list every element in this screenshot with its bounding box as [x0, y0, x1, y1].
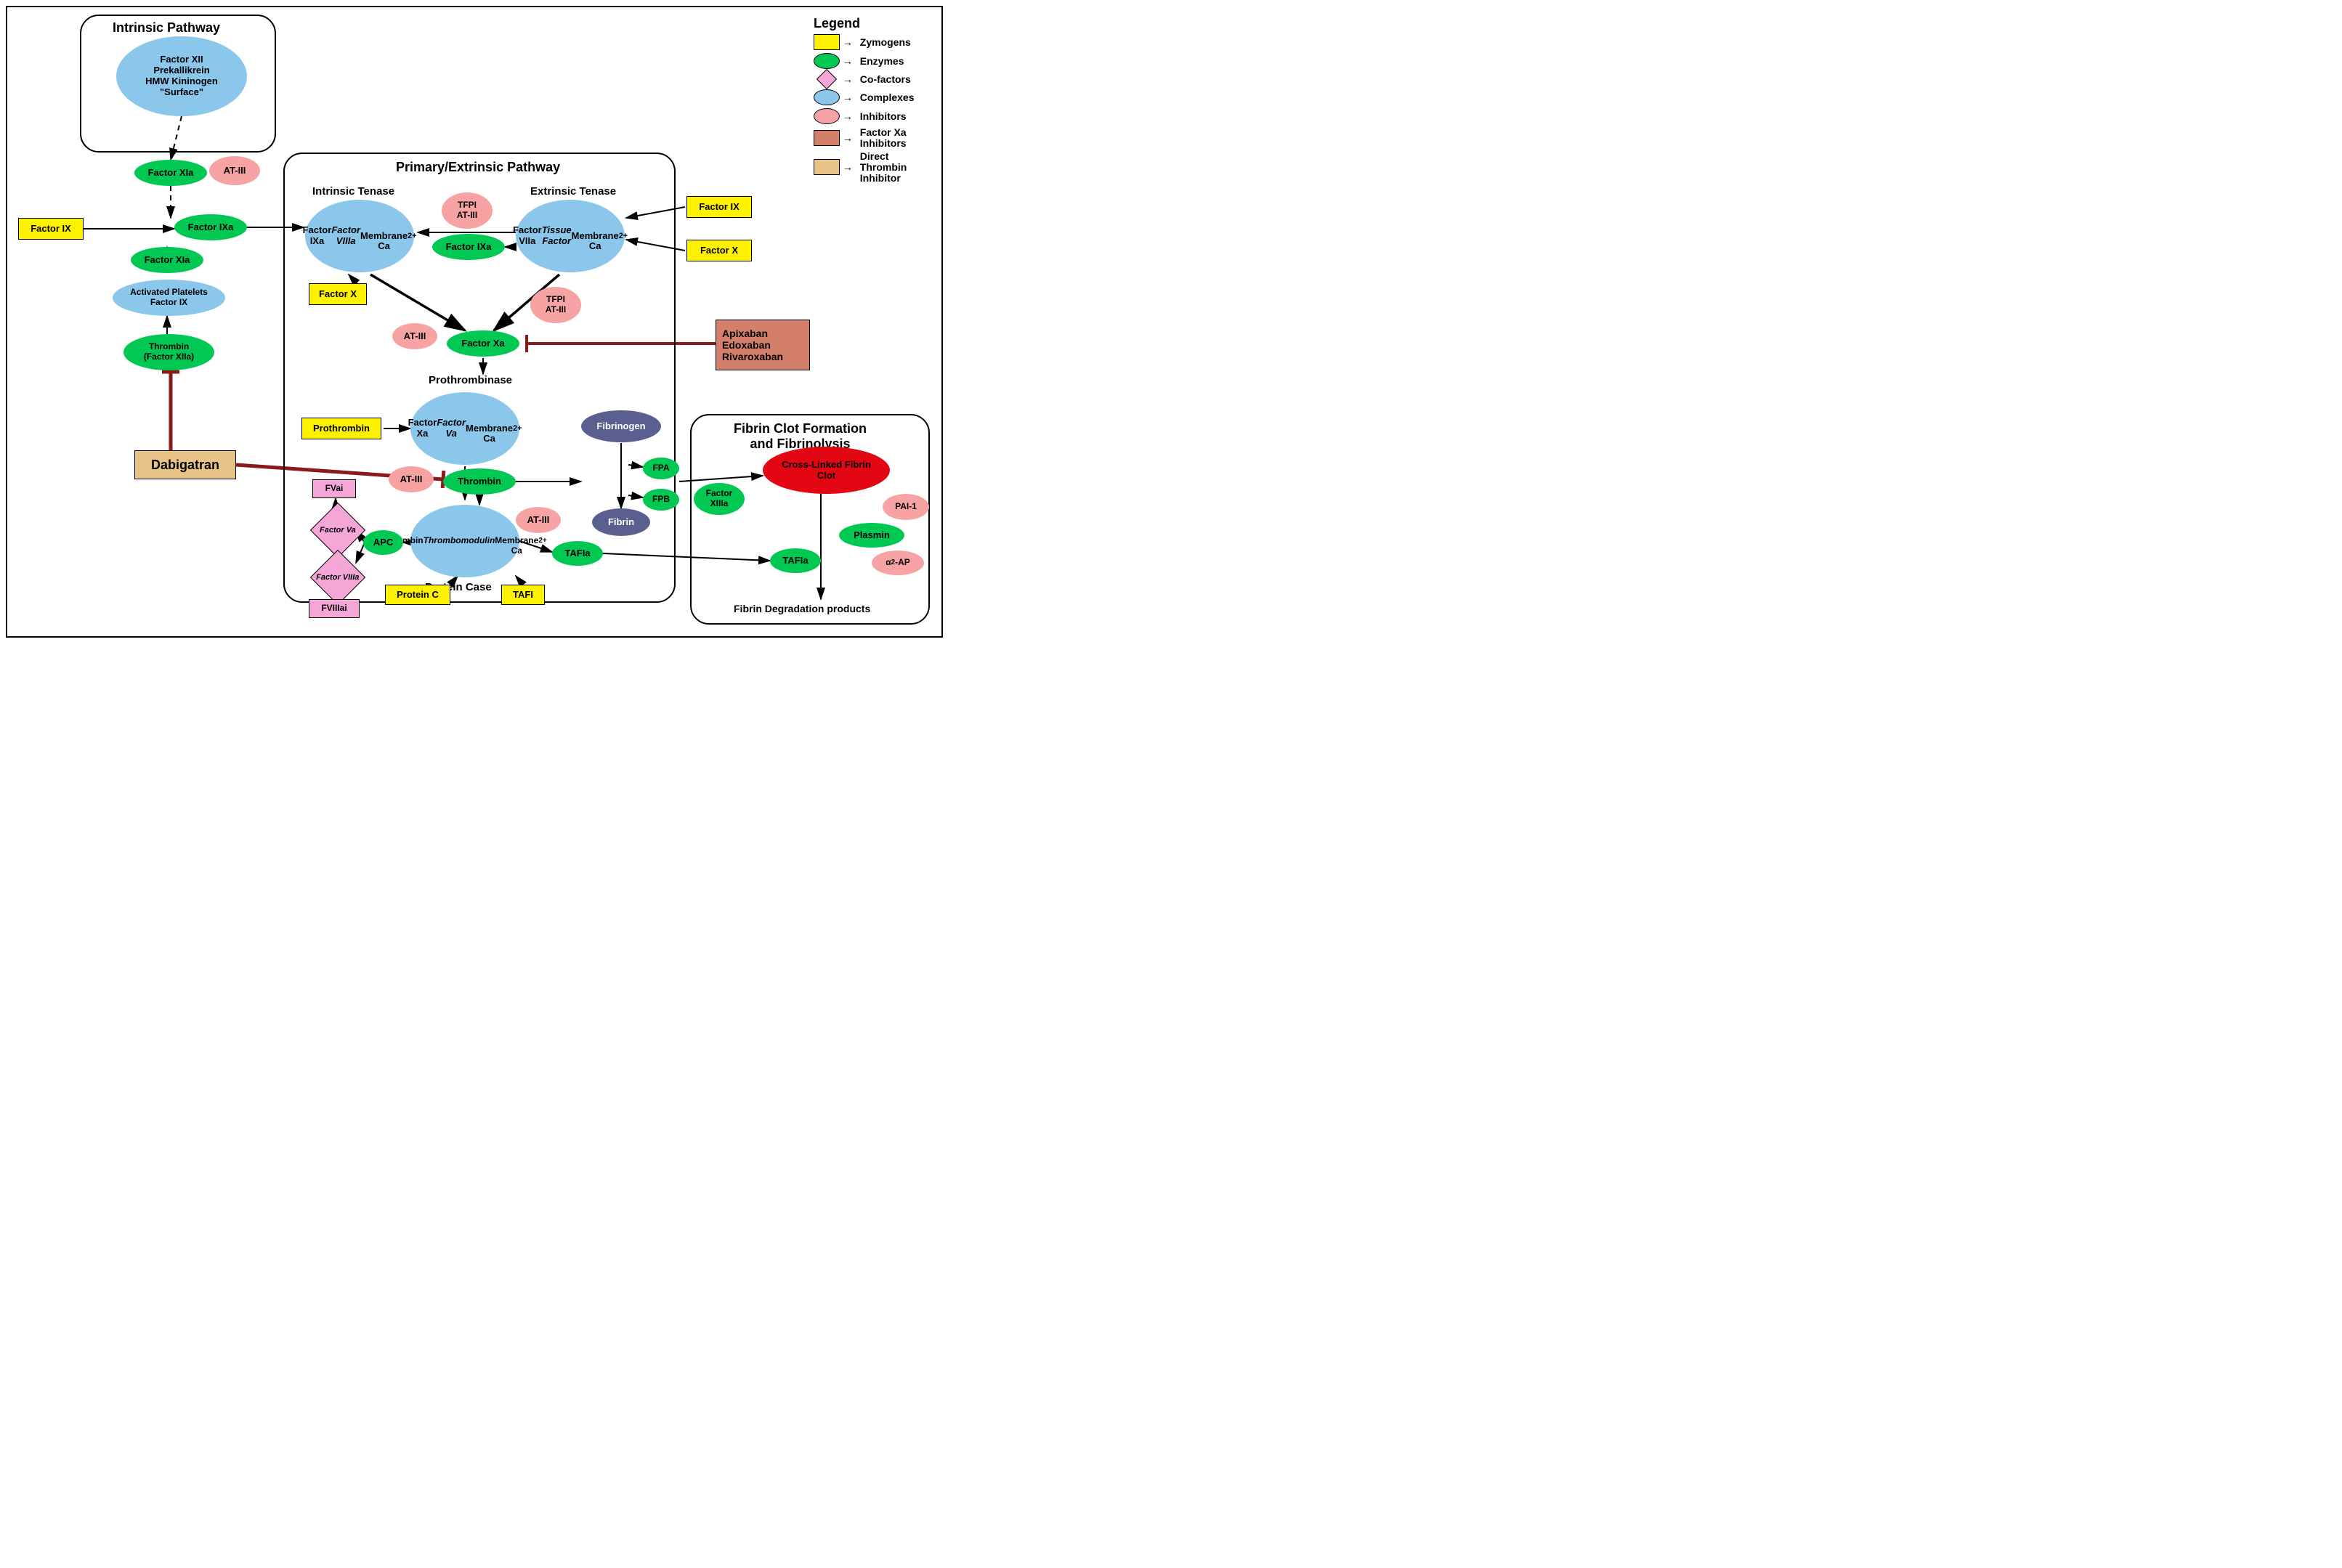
n_prothrombin: Prothrombin — [301, 418, 381, 439]
panel-title-primary: Primary/Extrinsic Pathway — [396, 160, 560, 175]
legend-item-0: → Zymogens — [814, 34, 914, 50]
n_fpa: FPA — [643, 458, 679, 479]
n_fix_r: Factor IX — [686, 196, 752, 218]
n_pai1: PAI-1 — [883, 494, 929, 520]
n_tafi: TAFI — [501, 585, 545, 605]
n_atiii4: AT-III — [516, 507, 561, 533]
legend-item-4: → Inhibitors — [814, 108, 914, 124]
n_protcase: ThrombinThrombomodulinMembraneCa2+ — [410, 505, 519, 577]
n_tafia2: TAFIa — [770, 548, 821, 573]
n_start: Factor XIIPrekallikreinHMW Kininogen"Sur… — [116, 36, 247, 116]
n_plasmin: Plasmin — [839, 523, 904, 548]
n_proteinc: Protein C — [385, 585, 450, 605]
n_fvai: FVai — [312, 479, 356, 498]
n_actplt: Activated PlateletsFactor IX — [113, 280, 225, 316]
n_tfpi2: TFPIAT-III — [530, 287, 581, 323]
legend-item-5: → Factor XaInhibitors — [814, 127, 914, 148]
n_a2ap: α2-AP — [872, 551, 924, 575]
n_tafia1: TAFIa — [552, 541, 603, 566]
legend-title: Legend — [814, 16, 914, 31]
n_xa_inh: ApixabanEdoxabanRivaroxaban — [716, 320, 810, 370]
n_ixa: Factor IXa — [174, 214, 247, 240]
legend-item-1: → Enzymes — [814, 53, 914, 69]
n_fx_r: Factor X — [686, 240, 752, 261]
n_clot: Cross-Linked FibrinClot — [763, 447, 890, 494]
n_exttenase: Factor VIIaTissue FactorMembraneCa2+ — [516, 200, 625, 272]
n_ixa2: Factor IXa — [432, 234, 505, 260]
legend-item-3: → Complexes — [814, 89, 914, 105]
n_atiii2: AT-III — [392, 323, 437, 349]
panel-title-fibrin: Fibrin Clot Formationand Fibrinolysis — [734, 421, 867, 452]
legend: Legend → Zymogens → Enzymes → Co-factors… — [814, 16, 914, 186]
n_dabi: Dabigatran — [134, 450, 236, 479]
n_fibrin: Fibrin — [592, 508, 650, 536]
n_xia2: Factor XIa — [131, 247, 203, 273]
n_fviiiai: FVIIIai — [309, 599, 360, 618]
n_fibrinogen: Fibrinogen — [581, 410, 661, 442]
panel-title-intrinsic: Intrinsic Pathway — [113, 20, 220, 36]
n_fxiiia: FactorXIIIa — [694, 483, 745, 515]
n_atiii3: AT-III — [389, 466, 434, 492]
n_apc: APC — [363, 530, 403, 555]
n_prothrombinase: Factor XaFactor VaMembraneCa2+ — [410, 392, 519, 465]
legend-item-2: → Co-factors — [814, 72, 914, 86]
n_thrombin_xiia: Thrombin(Factor XIIa) — [123, 334, 214, 370]
diagram-canvas: Intrinsic Pathway Primary/Extrinsic Pathw… — [6, 6, 943, 638]
n_xa: Factor Xa — [447, 330, 519, 357]
label-0: Intrinsic Tenase — [312, 185, 394, 198]
n_inttenase: Factor IXaFactor VIIIaMembraneCa2+ — [305, 200, 414, 272]
n_thrombin: Thrombin — [443, 468, 516, 495]
n_fix_l: Factor IX — [18, 218, 84, 240]
label-2: Prothrombinase — [429, 374, 512, 386]
n_xia1: Factor XIa — [134, 160, 207, 186]
n_tfpi1: TFPIAT-III — [442, 192, 493, 229]
n_fx_l: Factor X — [309, 283, 367, 305]
n_fpb: FPB — [643, 489, 679, 511]
legend-item-6: → DirectThrombinInhibitor — [814, 151, 914, 183]
label-1: Extrinsic Tenase — [530, 185, 616, 198]
n_atiii1: AT-III — [209, 156, 260, 185]
label-4: Fibrin Degradation products — [734, 603, 870, 614]
